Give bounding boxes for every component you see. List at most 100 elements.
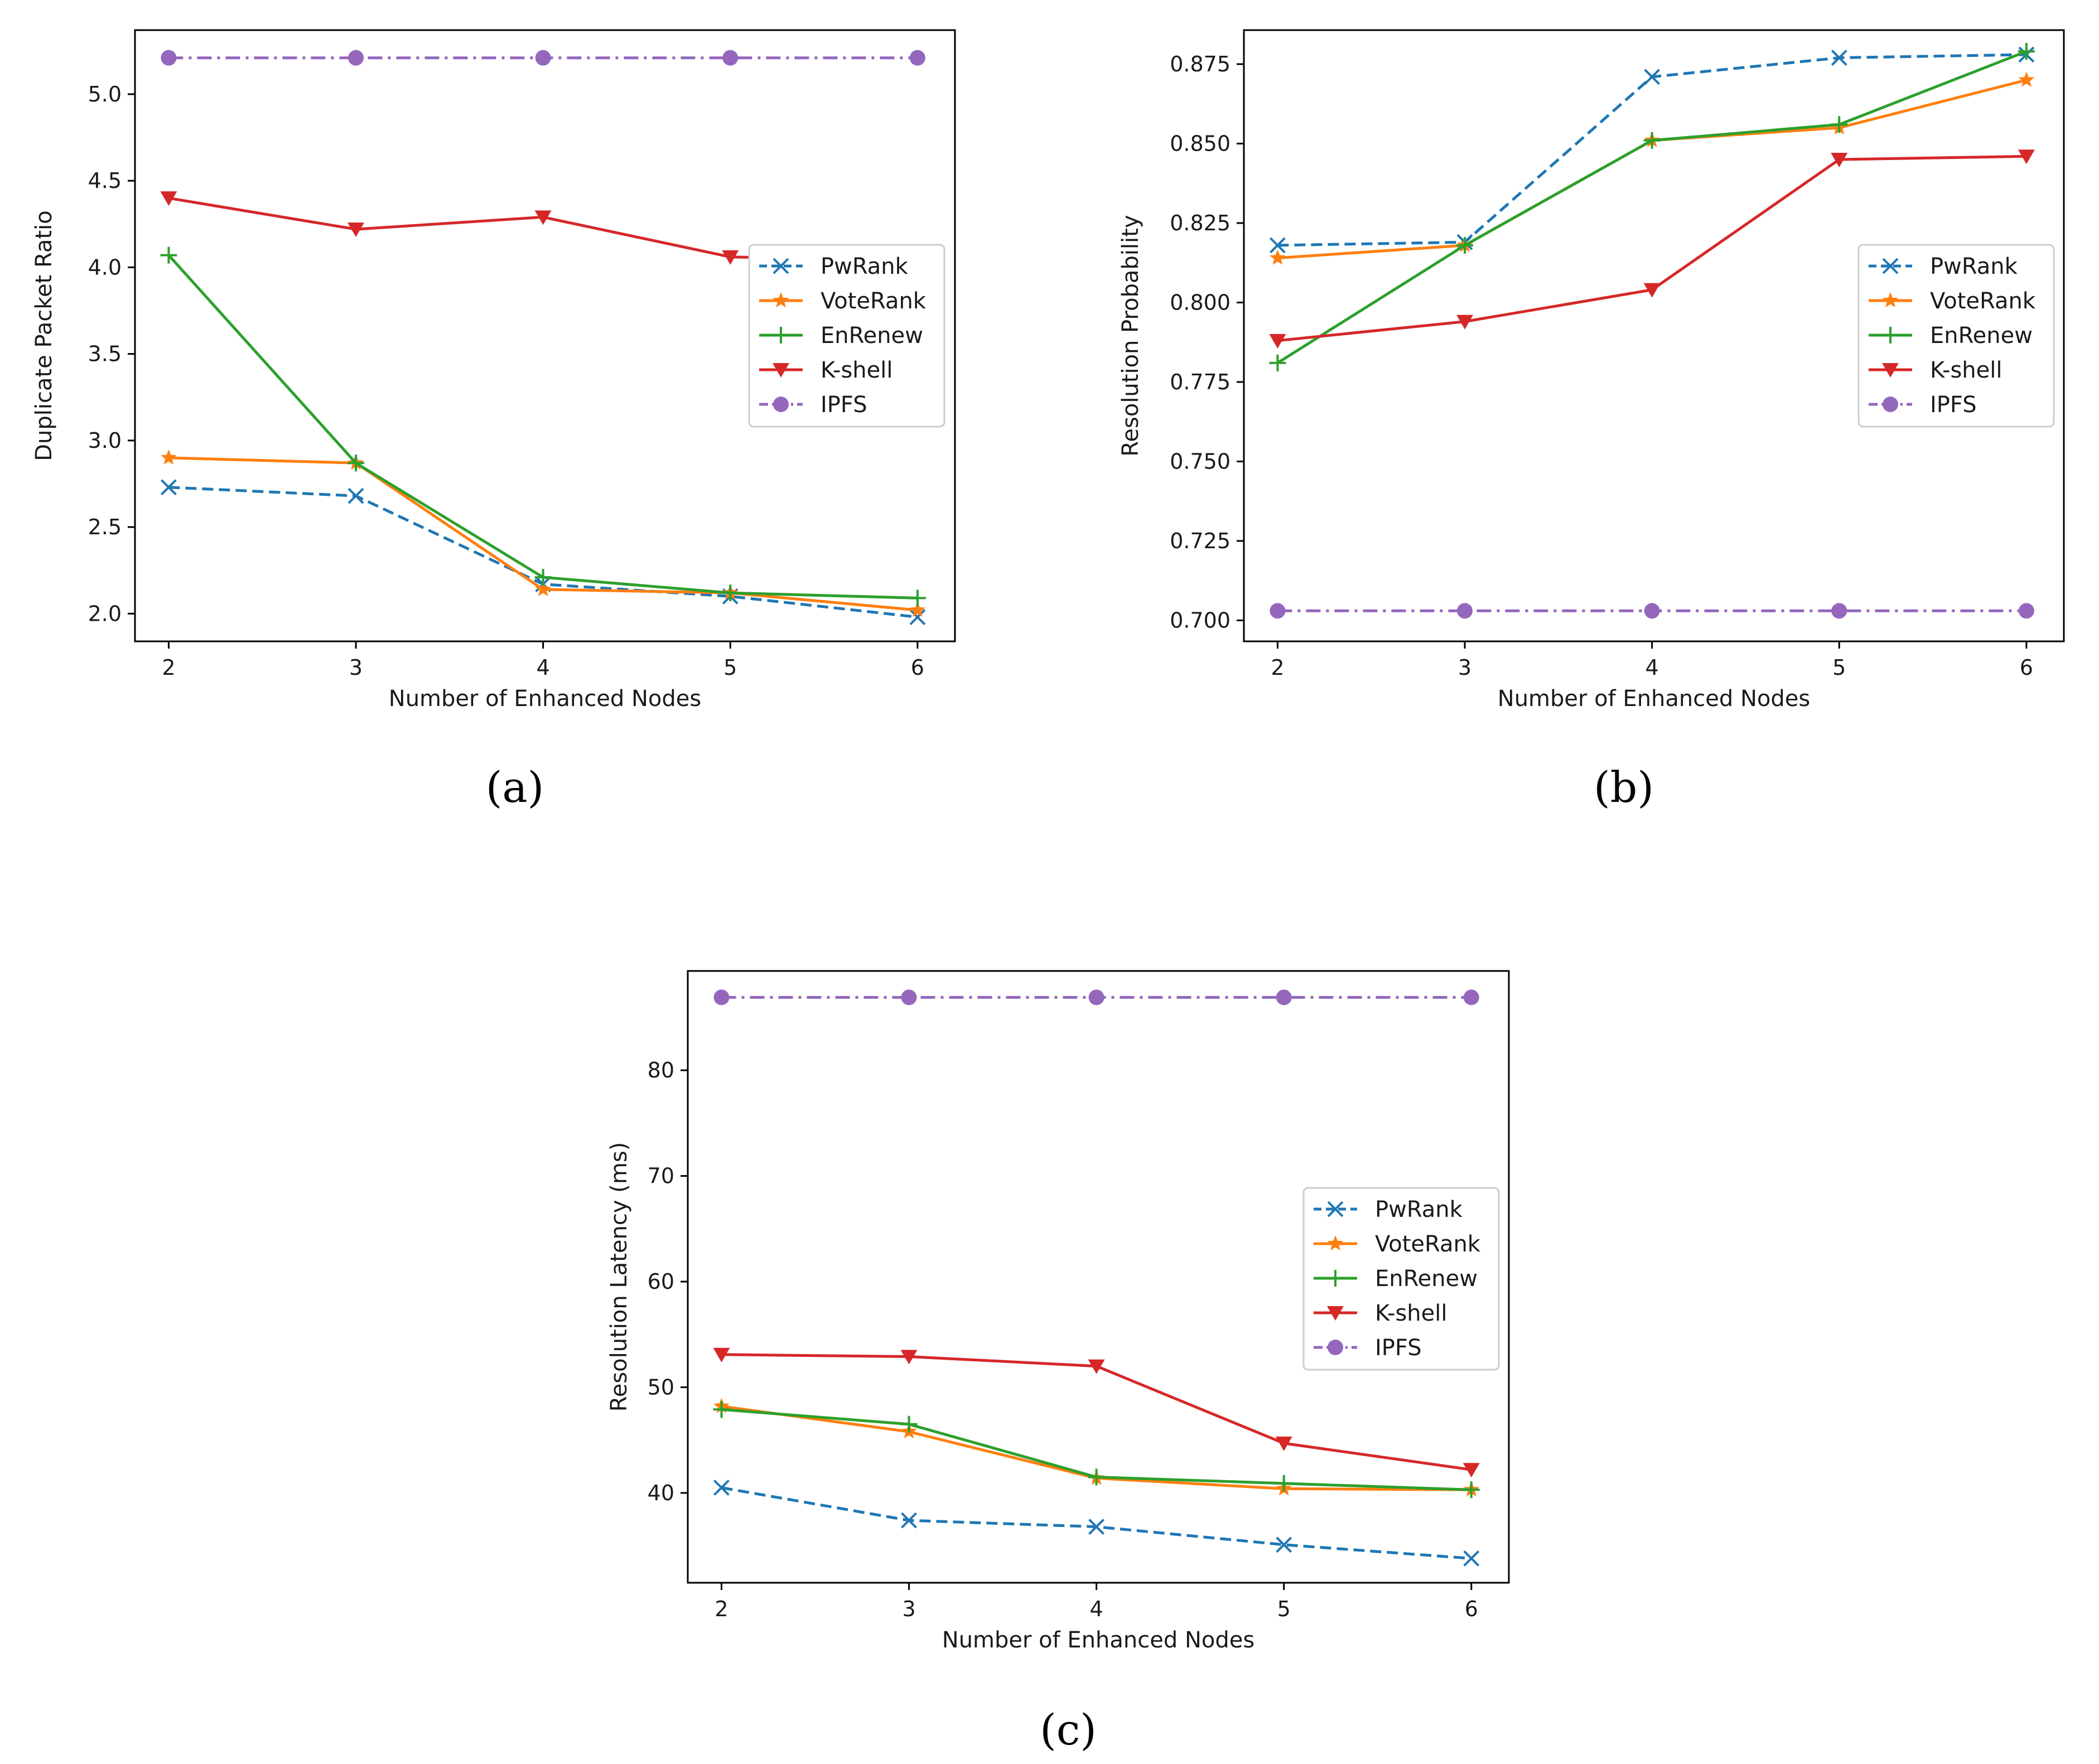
y-tick-label: 0.775: [1170, 370, 1231, 394]
legend-marker-voterank: [1882, 292, 1899, 308]
data-point-pwrank: [1831, 50, 1847, 66]
data-point-k-shell: [900, 1350, 918, 1365]
data-point-enrenew: [1643, 132, 1661, 149]
y-tick-label: 80: [648, 1058, 674, 1082]
data-point-pwrank: [1644, 69, 1661, 85]
series-markers-enrenew: [160, 247, 926, 607]
data-point-k-shell: [2018, 149, 2035, 165]
panel-label: (a): [486, 762, 544, 812]
y-tick-label: 0.725: [1170, 529, 1231, 553]
series-markers-ipfs: [161, 50, 925, 66]
legend-entry-voterank: VoteRank: [1375, 1231, 1481, 1257]
legend-entry-k-shell: K-shell: [1375, 1301, 1447, 1326]
y-tick-label: 3.0: [88, 428, 122, 453]
data-point-k-shell: [1275, 1436, 1292, 1451]
series-markers-enrenew: [1269, 43, 2035, 371]
series-line-pwrank: [721, 1486, 1471, 1560]
panel-label: (c): [1040, 1705, 1097, 1755]
legend-entry-pwrank: PwRank: [1930, 254, 2018, 279]
y-axis-label: Resolution Latency (ms): [606, 1142, 632, 1412]
y-tick-label: 70: [648, 1164, 674, 1188]
legend-marker-enrenew: [1327, 1270, 1344, 1287]
legend-entry-pwrank: PwRank: [1375, 1197, 1463, 1222]
data-point-enrenew: [900, 1415, 918, 1433]
series-markers-k-shell: [1269, 149, 2035, 349]
data-point-k-shell: [722, 250, 739, 265]
data-point-voterank: [1270, 249, 1286, 265]
legend-marker-pwrank: [1327, 1201, 1344, 1217]
axes-frame: [134, 29, 956, 642]
data-point-k-shell: [1643, 283, 1661, 298]
data-point-ipfs: [1088, 989, 1104, 1006]
legend-marker-pwrank: [773, 258, 789, 274]
data-point-pwrank: [713, 1480, 730, 1496]
data-point-k-shell: [713, 1347, 730, 1362]
x-tick-label: 5: [1277, 1597, 1291, 1621]
y-tick-label: 0.875: [1170, 52, 1231, 76]
data-point-k-shell: [1463, 1463, 1480, 1478]
legend-entry-enrenew: EnRenew: [1930, 323, 2033, 349]
series-markers-voterank: [1270, 71, 2035, 265]
data-point-voterank: [2018, 71, 2035, 87]
series-line-voterank: [1277, 79, 2027, 260]
legend-entry-ipfs: IPFS: [821, 392, 867, 418]
y-tick-label: 0.750: [1170, 449, 1231, 473]
y-tick-label: 2.0: [88, 601, 122, 626]
data-point-ipfs: [722, 50, 739, 66]
y-tick-label: 0.850: [1170, 131, 1231, 156]
legend-entry-k-shell: K-shell: [1930, 357, 2003, 383]
data-point-ipfs: [1457, 603, 1473, 619]
x-tick-label: 5: [723, 655, 737, 680]
x-axis-label: Number of Enhanced Nodes: [389, 686, 701, 712]
legend-marker-ipfs: [1883, 397, 1898, 412]
data-point-ipfs: [1831, 603, 1847, 619]
legend-marker-voterank: [1327, 1235, 1344, 1251]
legend-marker-k-shell: [1882, 363, 1899, 378]
series-line-pwrank: [168, 486, 918, 618]
data-point-ipfs: [2018, 603, 2034, 619]
data-point-ipfs: [909, 50, 925, 66]
x-tick-label: 6: [1465, 1597, 1478, 1621]
series-markers-pwrank: [713, 1480, 1480, 1567]
series-line-pwrank: [1277, 53, 2026, 247]
legend-marker-k-shell: [773, 363, 789, 378]
legend-frame: [748, 244, 945, 428]
x-axis-label: Number of Enhanced Nodes: [1498, 686, 1810, 712]
y-tick-label: 40: [648, 1481, 674, 1505]
data-point-enrenew: [1456, 236, 1474, 254]
y-axis-label: Resolution Probability: [1118, 215, 1143, 456]
series-markers-enrenew: [713, 1401, 1480, 1499]
y-axis-label: Duplicate Packet Ratio: [31, 210, 57, 461]
data-point-pwrank: [1088, 1519, 1105, 1535]
data-point-pwrank: [909, 609, 926, 625]
panel-a-chart: 2 3 4 5 6 2.0 2.5 3.0 3.5 4.0 4.5 5.0 Number of Enha…: [31, 29, 956, 812]
legend-entry-voterank: VoteRank: [821, 288, 927, 314]
data-point-ipfs: [161, 50, 177, 66]
data-point-enrenew: [1275, 1475, 1292, 1492]
y-tick-label: 0.800: [1170, 290, 1231, 315]
x-tick-label: 3: [1458, 655, 1471, 680]
legend-marker-ipfs: [773, 397, 789, 412]
data-point-ipfs: [1644, 603, 1660, 619]
data-point-k-shell: [1456, 315, 1474, 330]
data-point-pwrank: [1463, 1550, 1480, 1567]
data-point-pwrank: [348, 487, 364, 504]
axes-frame: [687, 970, 1510, 1584]
data-point-k-shell: [534, 210, 552, 225]
legend-frame: [1302, 1187, 1500, 1371]
data-point-pwrank: [901, 1512, 917, 1529]
legend-marker-voterank: [773, 292, 789, 308]
data-point-enrenew: [1088, 1468, 1105, 1486]
series-markers-pwrank: [1269, 46, 2035, 254]
x-tick-label: 4: [1090, 1597, 1103, 1621]
data-point-enrenew: [2018, 43, 2035, 60]
legend-entry-ipfs: IPFS: [1930, 392, 1977, 418]
legend-marker-pwrank: [1882, 258, 1899, 274]
series-markers-k-shell: [713, 1347, 1480, 1478]
data-point-voterank: [535, 581, 551, 596]
y-tick-label: 60: [648, 1269, 674, 1294]
panel-c-chart: 2 3 4 5 6 40 50 60 70 80 Number of Enhanced Nodes R…: [606, 970, 1510, 1755]
series-markers-pwrank: [160, 479, 926, 625]
data-point-k-shell: [1269, 334, 1286, 349]
x-tick-label: 4: [537, 655, 550, 680]
